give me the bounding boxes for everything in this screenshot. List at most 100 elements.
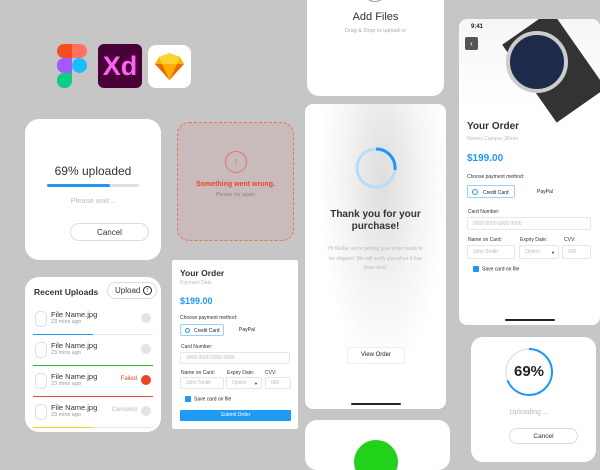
adobe-xd-logo: Xd xyxy=(98,44,142,88)
credit-card-label: Credit Card xyxy=(483,189,509,196)
cancel-button[interactable]: Cancel xyxy=(509,428,578,444)
order-title: Your Order xyxy=(467,121,520,132)
expiry-date-label: Expiry Date: xyxy=(520,237,548,243)
file-list-item[interactable]: File Name.jpg 23 mins ago xyxy=(33,308,153,338)
file-progress-fill xyxy=(33,396,153,398)
thank-you-title: Thank you for your purchase! xyxy=(330,209,421,232)
payment-method-label: Choose payment method: xyxy=(467,174,525,180)
file-list-item[interactable]: File Name.jpg 23 mins ago Canceled xyxy=(33,401,153,431)
file-progress-track xyxy=(33,427,153,428)
file-icon xyxy=(35,311,47,327)
save-card-label: Save card on file xyxy=(194,396,232,403)
expiry-date-select[interactable]: Option ▼ xyxy=(226,377,262,389)
add-files-card[interactable]: Add Files Drag & Drop to upload or xyxy=(307,0,444,96)
status-icon[interactable] xyxy=(141,313,151,323)
paypal-option[interactable]: PayPal xyxy=(529,189,553,195)
back-button[interactable]: ‹ xyxy=(465,37,478,50)
cvv-input[interactable]: 000 xyxy=(265,377,291,389)
thank-you-body: Hi Stellar, we're getting your order rea… xyxy=(328,246,423,271)
upload-title: 69% uploaded xyxy=(54,164,132,178)
card-number-label: Card Number: xyxy=(468,209,500,215)
radio-selected-icon xyxy=(185,328,190,333)
product-image xyxy=(459,19,600,123)
name-on-card-input[interactable]: John Smith xyxy=(467,245,515,259)
add-files-subtitle: Drag & Drop to upload or xyxy=(344,28,407,34)
paypal-label: PayPal xyxy=(239,327,255,333)
error-title: Something went wrong. xyxy=(196,181,275,188)
name-on-card-input[interactable]: John Smith xyxy=(180,377,224,389)
credit-card-option[interactable]: Credit Card xyxy=(180,324,224,336)
caret-down-icon: ▼ xyxy=(254,380,258,386)
file-status: Canceled xyxy=(111,407,137,413)
card-number-input[interactable]: 0000 0000 0000 0000 xyxy=(180,352,290,364)
paypal-label: PayPal xyxy=(537,189,553,195)
success-circle-icon xyxy=(354,440,398,470)
order-title: Your Order xyxy=(180,268,225,278)
upload-subtitle: Please wait... xyxy=(70,196,116,205)
upload-button-label: Upload xyxy=(115,286,141,295)
cvv-label: CVV: xyxy=(564,237,576,243)
checkbox-checked-icon xyxy=(473,266,479,272)
upload-arrow-icon: ↑ xyxy=(225,151,247,173)
submit-order-button[interactable]: Submit Order xyxy=(180,410,291,421)
expiry-date-label: Expiry Date: xyxy=(227,370,255,376)
file-name: File Name.jpg xyxy=(51,372,98,381)
file-status: Failed xyxy=(120,376,137,382)
name-on-card-label: Name on Card: xyxy=(468,237,502,243)
retry-icon[interactable] xyxy=(141,375,151,385)
upload-arrow-icon xyxy=(363,0,387,2)
paypal-option[interactable]: PayPal xyxy=(230,327,255,333)
file-name: File Name.jpg xyxy=(51,341,98,350)
file-time: 23 mins ago xyxy=(51,350,81,356)
file-progress-fill xyxy=(33,365,153,367)
file-name: File Name.jpg xyxy=(51,403,98,412)
save-card-checkbox[interactable]: Save card on file xyxy=(473,266,519,272)
watch-face xyxy=(506,31,568,93)
upload-percent: 69% xyxy=(513,363,545,380)
checkbox-checked-icon xyxy=(185,396,191,402)
file-icon xyxy=(35,342,47,358)
upload-progress-bar xyxy=(47,184,139,187)
loading-spinner xyxy=(355,147,397,189)
credit-card-option[interactable]: Credit Card xyxy=(467,185,515,198)
status-icon[interactable] xyxy=(141,344,151,354)
order-price: $199.00 xyxy=(467,153,504,164)
status-time: 9:41 xyxy=(471,24,484,30)
upload-circle-arrow-icon: ↑ xyxy=(143,286,152,295)
save-card-label: Save card on file xyxy=(482,266,520,273)
cvv-label: CVV: xyxy=(265,370,277,376)
expiry-date-select[interactable]: Option ▼ xyxy=(519,245,559,259)
view-order-button[interactable]: View Order xyxy=(347,347,405,364)
circular-progress xyxy=(505,348,553,396)
file-list-item[interactable]: File Name.jpg 23 mins ago Failed xyxy=(33,370,153,400)
add-files-title: Add Files xyxy=(352,11,399,23)
order-price: $199.00 xyxy=(180,296,213,306)
order-subtitle: Payment Data xyxy=(180,280,212,286)
file-progress-fill xyxy=(33,334,93,336)
file-time: 23 mins ago xyxy=(51,412,81,418)
file-progress-track xyxy=(33,334,153,335)
thank-you-card: Thank you for your purchase! Hi Stellar,… xyxy=(305,104,446,409)
cvv-input[interactable]: 000 xyxy=(562,245,591,259)
file-icon xyxy=(35,373,47,389)
sketch-logo xyxy=(148,45,191,88)
save-card-checkbox[interactable]: Save card on file xyxy=(185,396,231,402)
upload-button[interactable]: Upload ↑ xyxy=(107,282,157,299)
file-icon xyxy=(35,404,47,420)
file-list-item[interactable]: File Name.jpg 23 mins ago xyxy=(33,339,153,369)
name-on-card-label: Name on Card: xyxy=(181,370,215,376)
error-subtitle: Please try again xyxy=(215,192,256,198)
expiry-value: Option xyxy=(525,249,540,255)
success-card xyxy=(305,420,450,470)
uploading-subtitle: Uploading ... xyxy=(509,409,549,416)
circular-upload-card: 69% Uploading ... Cancel xyxy=(471,337,596,462)
upload-error-dropzone[interactable]: ↑ Something went wrong. Please try again xyxy=(177,122,294,241)
cancel-button[interactable]: Cancel xyxy=(70,223,149,241)
file-progress-fill xyxy=(33,427,93,429)
card-number-input[interactable]: 0000 0000 0000 0000 xyxy=(467,217,591,230)
home-indicator xyxy=(505,319,555,321)
recent-uploads-card: Recent Uploads Upload ↑ File Name.jpg 23… xyxy=(25,277,161,432)
order-card: Your Order Payment Data $199.00 Choose p… xyxy=(172,260,298,429)
payment-method-label: Choose payment method: xyxy=(180,315,238,321)
status-icon[interactable] xyxy=(141,406,151,416)
